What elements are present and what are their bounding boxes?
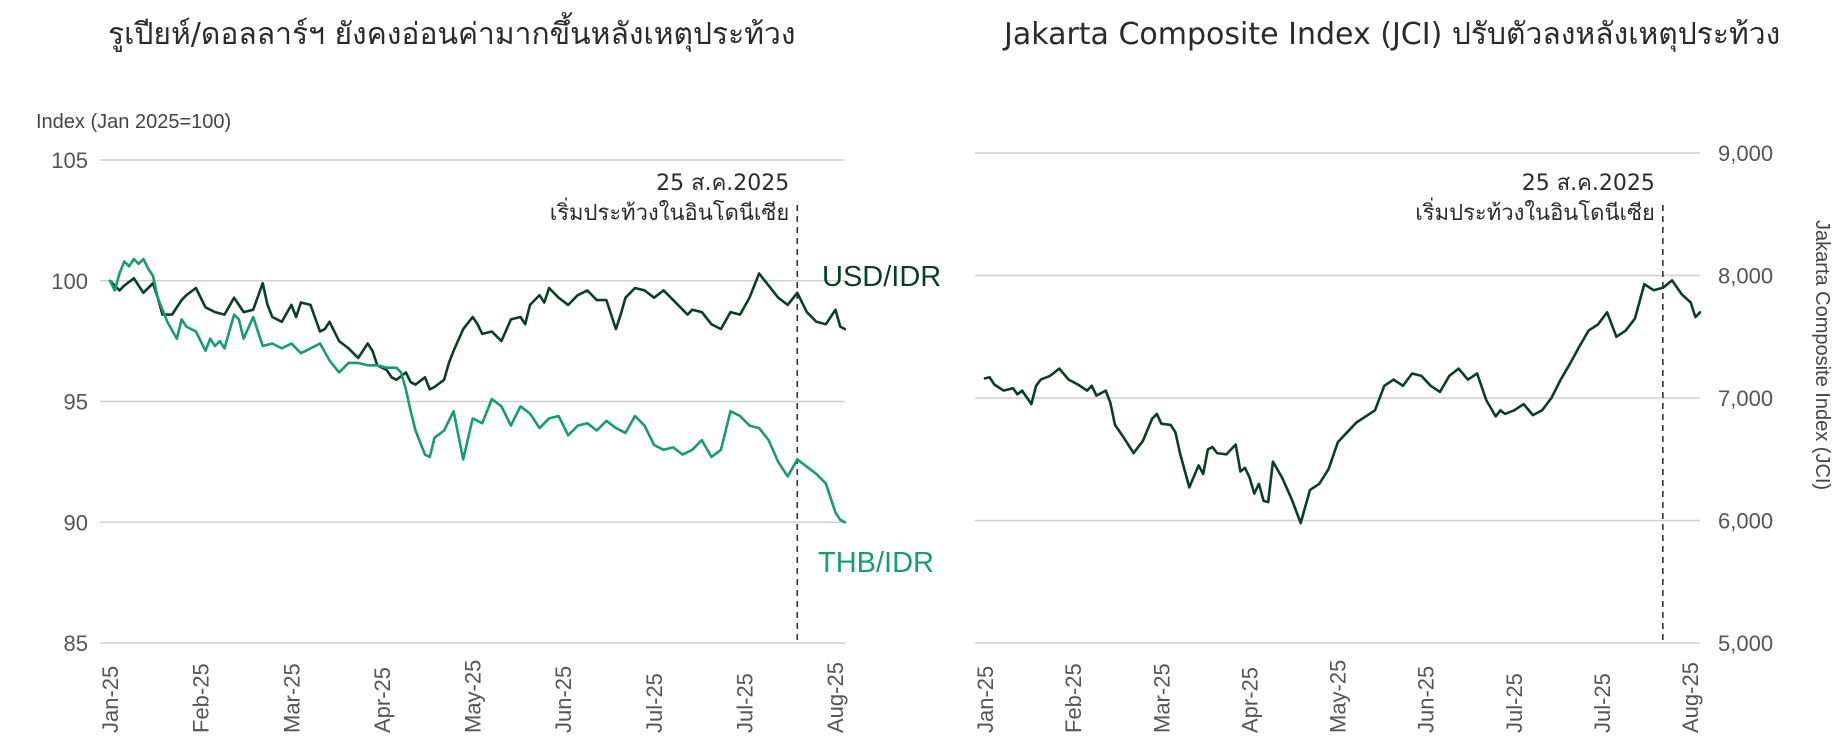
left-protest-annotation: 25 ส.ค.2025 เริ่มประท้วงในอินโดนีเซีย	[550, 171, 799, 643]
y-tick-label: 8,000	[1718, 264, 1773, 289]
y-tick-label: 7,000	[1718, 386, 1773, 411]
right-y-ticks: 9,000 8,000 7,000 6,000 5,000	[1718, 141, 1773, 656]
left-chart-title: รูเปียห์/ดอลลาร์ฯ ยังคงอ่อนค่ามากขึ้นหลั…	[108, 12, 796, 53]
usd-idr-series-label: USD/IDR	[822, 261, 941, 293]
left-annotation-text: เริ่มประท้วงในอินโดนีเซีย	[550, 197, 790, 226]
y-tick-label: 9,000	[1718, 141, 1773, 166]
x-tick-label: Feb-25	[189, 663, 214, 733]
left-series-lines	[108, 257, 847, 524]
x-tick-label: Feb-25	[1061, 663, 1086, 733]
x-tick-label: May-25	[1326, 660, 1351, 733]
y-tick-label: 95	[64, 390, 88, 415]
right-y-axis-label: Jakarta Composite Index (JCI)	[1811, 220, 1833, 490]
jci-series-line	[983, 279, 1702, 525]
x-tick-label: Mar-25	[1149, 663, 1174, 733]
x-tick-label: Aug-25	[823, 662, 848, 733]
x-tick-label: Apr-25	[1237, 667, 1262, 733]
y-tick-label: 5,000	[1718, 631, 1773, 656]
right-protest-annotation: 25 ส.ค.2025 เริ่มประท้วงในอินโดนีเซีย	[1415, 171, 1664, 643]
x-tick-label: Jul-25	[732, 673, 757, 733]
right-annotation-date: 25 ส.ค.2025	[1522, 171, 1655, 196]
x-tick-label: Mar-25	[279, 663, 304, 733]
y-tick-label: 6,000	[1718, 509, 1773, 534]
left-y-ticks: 105 100 95 90 85	[51, 148, 88, 656]
left-x-ticks: Jan-25 Feb-25 Mar-25 Apr-25 May-25 Jun-25 Jul-…	[98, 660, 848, 733]
left-y-axis-label: Index (Jan 2025=100)	[36, 111, 231, 133]
thb-idr-series-line	[108, 257, 847, 524]
x-tick-label: May-25	[461, 660, 486, 733]
x-tick-label: Jun-25	[551, 666, 576, 733]
usd-idr-series-line	[108, 272, 847, 391]
x-tick-label: Jul-25	[1502, 673, 1527, 733]
right-chart-title: Jakarta Composite Index (JCI) ปรับตัวลงห…	[1002, 17, 1780, 53]
left-annotation-date: 25 ส.ค.2025	[656, 171, 789, 196]
x-tick-label: Jul-25	[642, 673, 667, 733]
x-tick-label: Aug-25	[1678, 662, 1703, 733]
x-tick-label: Apr-25	[370, 667, 395, 733]
right-series-lines	[983, 279, 1702, 525]
x-tick-label: Jan-25	[98, 666, 123, 733]
x-tick-label: Jul-25	[1590, 673, 1615, 733]
right-x-ticks: Jan-25 Feb-25 Mar-25 Apr-25 May-25 Jun-25 Jul-…	[973, 660, 1703, 733]
x-tick-label: Jun-25	[1414, 666, 1439, 733]
y-tick-label: 105	[51, 148, 88, 173]
y-tick-label: 85	[64, 631, 88, 656]
y-tick-label: 100	[51, 269, 88, 294]
left-gridlines	[100, 159, 845, 644]
right-annotation-text: เริ่มประท้วงในอินโดนีเซีย	[1415, 197, 1655, 226]
y-tick-label: 90	[64, 510, 88, 535]
thb-idr-series-label: THB/IDR	[818, 547, 934, 579]
right-gridlines	[975, 152, 1700, 644]
x-tick-label: Jan-25	[973, 666, 998, 733]
